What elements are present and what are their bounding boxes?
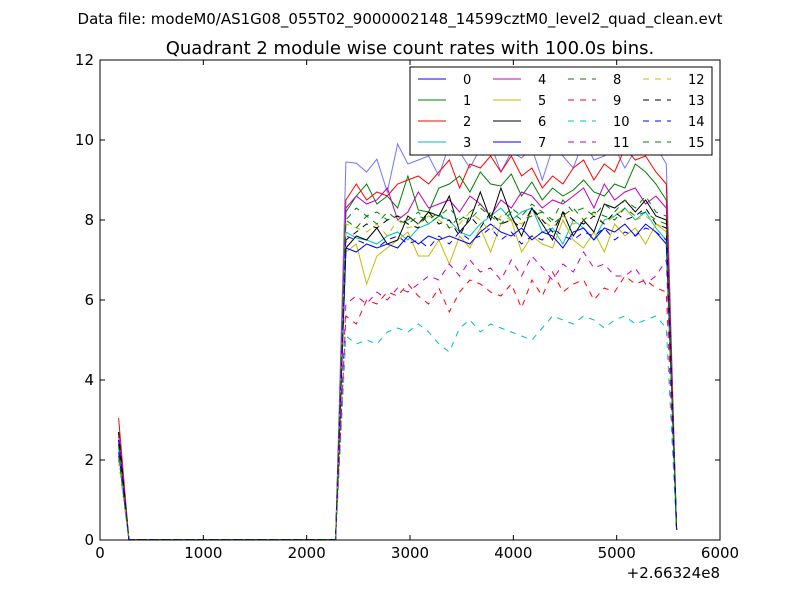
y-tick-label: 2 (84, 451, 94, 469)
chart-title: Quadrant 2 module wise count rates with … (166, 38, 655, 59)
series-line-15 (118, 207, 678, 540)
legend-label-12: 12 (688, 73, 705, 88)
plot-area (118, 122, 678, 540)
series-line-10 (118, 315, 678, 540)
y-tick-label: 10 (75, 131, 94, 149)
legend-label-6: 6 (538, 115, 546, 130)
y-tick-label: 12 (75, 51, 94, 69)
legend-label-9: 9 (613, 94, 621, 109)
x-tick-label: 3000 (391, 544, 429, 562)
legend-label-2: 2 (463, 115, 471, 130)
legend-label-11: 11 (613, 136, 630, 151)
data-file-label: Data file: modeM0/AS1G08_055T02_90000021… (78, 10, 723, 29)
legend-box (409, 66, 713, 156)
series-line-12 (118, 207, 678, 540)
y-tick-label: 4 (84, 371, 94, 389)
legend-label-10: 10 (613, 115, 630, 130)
legend-label-7: 7 (538, 136, 546, 151)
legend-label-4: 4 (538, 73, 546, 88)
legend-label-14: 14 (688, 115, 705, 130)
legend-label-8: 8 (613, 73, 621, 88)
y-tick-label: 6 (84, 291, 94, 309)
series-line-7 (118, 223, 678, 540)
x-tick-label: 4000 (494, 544, 532, 562)
series-line-0 (118, 122, 678, 540)
legend-label-5: 5 (538, 94, 546, 109)
series-line-5 (118, 218, 678, 540)
series-line-3 (118, 207, 678, 540)
series-line-14 (118, 227, 678, 540)
x-offset-label: +2.66324e8 (627, 564, 720, 582)
legend-label-0: 0 (463, 73, 471, 88)
legend-label-13: 13 (688, 94, 705, 109)
y-tick-label: 8 (84, 211, 94, 229)
series-line-6 (118, 186, 678, 540)
x-tick-label: 0 (95, 544, 105, 562)
series-line-11 (118, 251, 678, 540)
x-tick-label: 2000 (288, 544, 326, 562)
legend-label-1: 1 (463, 94, 471, 109)
y-tick-label: 0 (84, 531, 94, 549)
legend-label-3: 3 (463, 136, 471, 151)
series-line-9 (118, 270, 678, 540)
series-line-13 (118, 207, 678, 540)
series-line-4 (118, 182, 678, 540)
x-tick-label: 1000 (184, 544, 222, 562)
x-tick-label: 6000 (701, 544, 739, 562)
x-tick-label: 5000 (598, 544, 636, 562)
legend-label-15: 15 (688, 136, 705, 151)
